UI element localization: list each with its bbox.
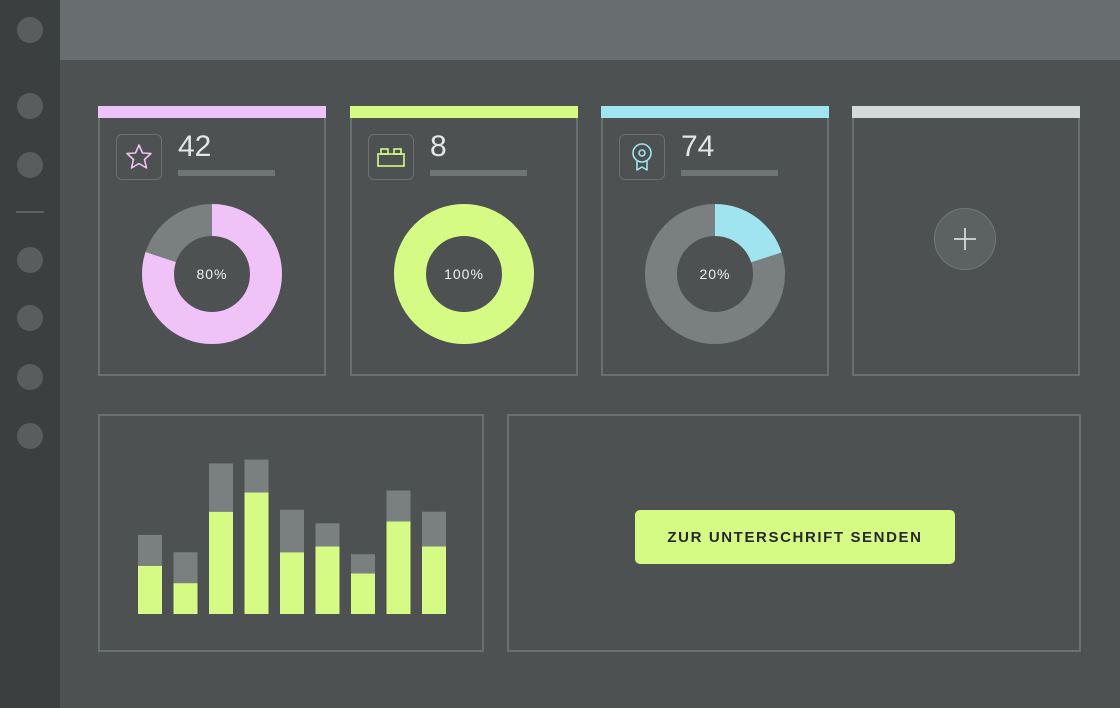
sidebar-item-6[interactable] [17,364,43,390]
card-value-bar [430,170,527,176]
bar-segment-secondary [138,534,162,566]
card-frame [852,118,1080,376]
card-frame [98,118,326,376]
donut-chart: 100% [394,204,534,344]
card-accent-bar [350,106,578,118]
bar-segment-secondary [173,552,198,584]
card-value-bar [178,170,275,176]
action-panel: ZUR UNTERSCHRIFT SENDEN [507,414,1081,652]
donut-chart: 20% [645,204,785,344]
card-value-bar [681,170,778,176]
bar-segment-primary [422,546,446,614]
card-value: 8 [430,130,447,163]
card-accent-bar [98,106,326,118]
sidebar-divider [16,211,44,213]
stacked-bar-chart [138,459,446,614]
sidebar-item-7[interactable] [17,423,43,449]
card-frame [350,118,578,376]
stat-card-3: 74 20% [601,106,829,376]
bar-segment-secondary [422,511,446,547]
bar-segment-primary [173,583,198,614]
sidebar-item-3[interactable] [17,152,43,178]
donut-chart: 80% [142,204,282,344]
bar-segment-primary [244,492,269,614]
donut-percent-label: 100% [444,266,484,282]
stat-card-1: 42 80% [98,106,326,376]
card-value: 42 [178,130,212,163]
donut-percent-label: 80% [196,266,228,282]
add-card [852,106,1080,376]
bar-segment-primary [315,546,340,614]
bar-segment-secondary [209,463,233,512]
donut-value-arc [394,204,534,344]
sidebar-item-4[interactable] [17,247,43,273]
bar-segment-secondary [351,554,375,574]
card-frame [601,118,829,376]
bar-chart-panel [98,414,484,652]
bar-segment-primary [209,511,233,614]
bar-segment-secondary [280,509,304,553]
top-bar [60,0,1120,60]
award-icon [619,134,665,180]
donut-percent-label: 20% [699,266,731,282]
stat-card-2: 8 100% [350,106,578,376]
donut-value-arc [142,204,282,344]
sidebar-item-1[interactable] [17,17,43,43]
sidebar-item-2[interactable] [17,93,43,119]
bar-segment-primary [138,565,162,614]
star-icon [116,134,162,180]
bar-segment-secondary [315,523,340,547]
bar-segment-primary [386,521,411,614]
bar-segment-secondary [244,459,269,493]
bar-segment-secondary [386,490,411,522]
plus-icon [954,228,976,250]
blocks-icon [368,134,414,180]
card-accent-bar [852,106,1080,118]
card-value: 74 [681,130,715,163]
send-for-signature-button[interactable]: ZUR UNTERSCHRIFT SENDEN [635,510,955,564]
add-widget-button[interactable] [934,208,996,270]
bar-segment-primary [351,573,375,614]
bar-segment-primary [280,552,304,614]
donut-value-arc [645,204,785,344]
sidebar-item-5[interactable] [17,305,43,331]
sidebar [0,0,60,708]
card-accent-bar [601,106,829,118]
